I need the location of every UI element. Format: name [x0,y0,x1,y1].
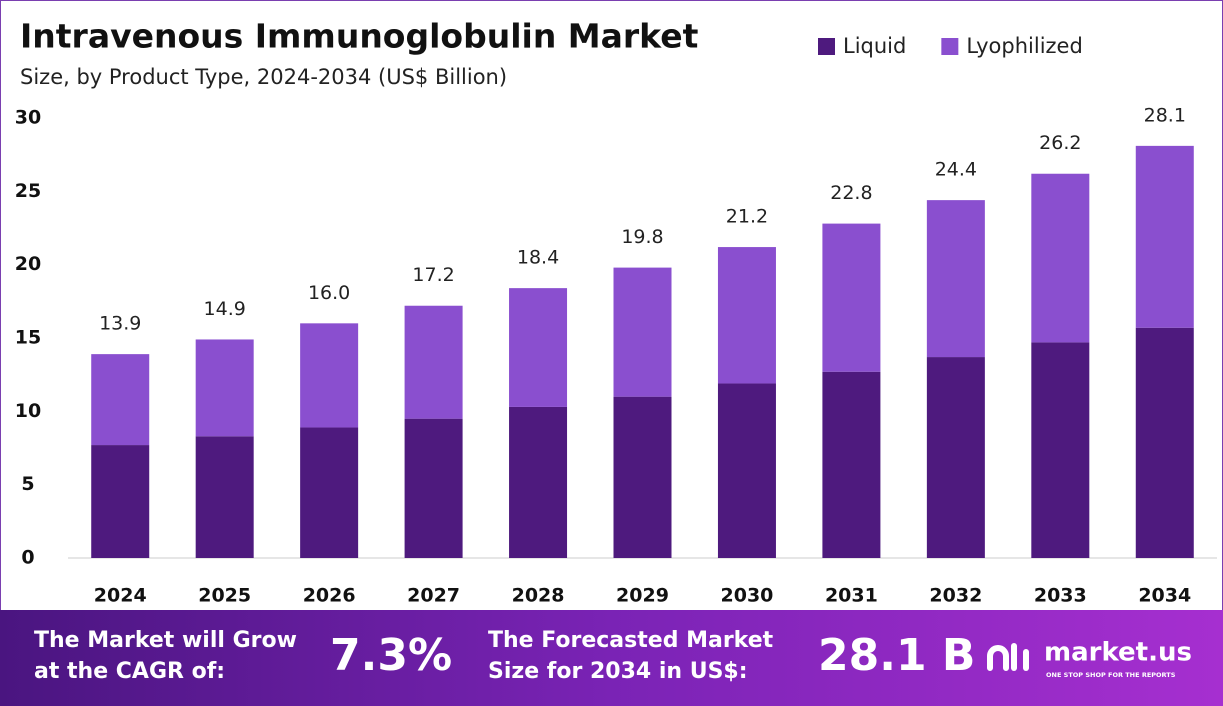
total-label: 17.2 [412,264,454,286]
cagr-text: at the CAGR of: [34,659,225,684]
cagr-text: The Market will Grow [34,628,297,653]
tagline: ONE STOP SHOP FOR THE REPORTS [1046,671,1176,679]
bar-segment [404,418,463,558]
bar-segment [91,354,150,446]
bar-segment [1135,145,1194,328]
total-label: 26.2 [1039,132,1081,154]
bar-segment [195,436,254,558]
bar-segment [717,247,776,384]
legend-label: Lyophilized [966,34,1082,58]
y-tick-label: 15 [15,327,41,349]
x-tick-label: 2029 [616,585,669,607]
legend-swatch [941,38,959,55]
bar-segment [404,305,463,419]
x-tick-label: 2024 [94,585,147,607]
total-label: 28.1 [1144,104,1186,126]
y-tick-label: 30 [15,107,41,129]
bar-segment [613,267,672,397]
bar-segment [300,323,359,428]
brand: market.us [1044,638,1192,668]
x-tick-label: 2026 [303,585,356,607]
bar-segment [1031,173,1090,343]
total-label: 22.8 [830,182,872,204]
total-label: 24.4 [935,159,977,181]
x-tick-label: 2034 [1138,585,1191,607]
bar-segment [1031,342,1090,558]
y-tick-label: 5 [21,473,34,495]
bar-segment [91,445,150,558]
x-tick-label: 2032 [929,585,982,607]
x-tick-label: 2033 [1034,585,1087,607]
legend-label: Liquid [843,34,906,58]
total-label: 18.4 [517,247,559,269]
chart-title: Intravenous Immunoglobulin Market [20,17,699,56]
bar-segment [613,396,672,558]
total-label: 16.0 [308,282,350,304]
x-tick-label: 2030 [721,585,774,607]
plot: 051015202530202413.9202514.9202616.02027… [15,104,1217,607]
forecast-value: 28.1 B [818,630,975,681]
bar-segment [822,223,881,372]
total-label: 14.9 [204,298,246,320]
x-tick-label: 2031 [825,585,878,607]
y-tick-label: 0 [21,547,34,569]
bar-segment [822,371,881,558]
bar-segment [509,406,568,558]
total-label: 13.9 [99,313,141,335]
bar-segment [926,200,985,358]
y-tick-label: 10 [15,400,41,422]
bar-segment [195,339,254,437]
footer-banner [0,610,1223,706]
cagr-value: 7.3% [330,630,452,681]
x-tick-label: 2027 [407,585,460,607]
total-label: 19.8 [621,226,663,248]
legend: Liquid Lyophilized [818,34,1083,58]
x-tick-label: 2025 [198,585,251,607]
total-label: 21.2 [726,206,768,228]
y-tick-label: 20 [15,253,41,275]
legend-swatch [818,38,835,55]
bar-segment [717,383,776,558]
chart-subtitle: Size, by Product Type, 2024-2034 (US$ Bi… [20,65,507,89]
bar-segment [509,288,568,407]
bar-segment [300,427,359,558]
logo-icon [987,643,1029,671]
y-tick-label: 25 [15,180,41,202]
forecast-text: The Forecasted Market [488,628,774,653]
bar-segment [1135,327,1194,558]
x-tick-label: 2028 [512,585,565,607]
forecast-text: Size for 2034 in US$: [488,659,748,684]
bar-segment [926,357,985,558]
